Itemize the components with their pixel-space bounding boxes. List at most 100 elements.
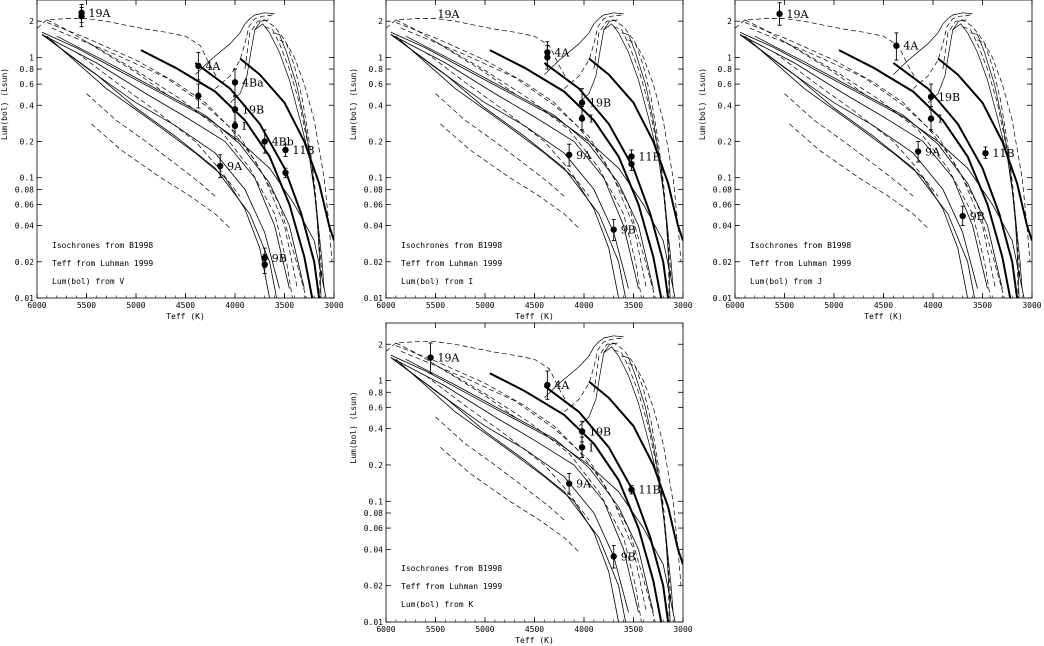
mass-track bbox=[563, 337, 622, 413]
y-tick-label: 2 bbox=[378, 17, 383, 26]
isochrone-dashed bbox=[400, 350, 647, 613]
isochrone-solid bbox=[390, 357, 626, 622]
data-point bbox=[231, 106, 239, 113]
mass-track bbox=[977, 39, 1019, 298]
mass-track bbox=[578, 19, 618, 103]
y-tick-label: 0.4 bbox=[20, 101, 35, 110]
x-axis-title: Teff (K) bbox=[864, 312, 903, 321]
x-tick-label: 3000 bbox=[324, 301, 343, 310]
x-tick-label: 4500 bbox=[525, 625, 544, 634]
x-axis-title: Teff (K) bbox=[166, 312, 205, 321]
isochrone-dashed bbox=[784, 93, 914, 197]
y-tick-label: 0.4 bbox=[718, 101, 733, 110]
y-tick-label: 0.1 bbox=[20, 174, 35, 183]
y-tick-label: 0.1 bbox=[369, 174, 384, 183]
isochrone-dashed bbox=[784, 41, 991, 298]
point-label: 11B bbox=[992, 147, 1014, 160]
data-point bbox=[893, 42, 900, 49]
data-point bbox=[565, 480, 573, 487]
point-label: 19B bbox=[938, 91, 960, 104]
isochrone-solid bbox=[739, 34, 975, 298]
isochrone-solid bbox=[744, 35, 968, 298]
x-tick-label: 5000 bbox=[475, 625, 494, 634]
isochrone-bold bbox=[194, 62, 321, 298]
isochrone-dashed bbox=[395, 22, 656, 298]
point-label: 11B bbox=[639, 484, 661, 497]
point-label: 4Bb bbox=[272, 135, 294, 148]
x-tick-label: 4500 bbox=[874, 301, 893, 310]
data-point bbox=[565, 151, 573, 159]
y-tick-label: 0.4 bbox=[369, 425, 384, 434]
point-label: I bbox=[242, 120, 246, 133]
x-axis-title: Teff (K) bbox=[515, 312, 554, 321]
x-tick-label: 3000 bbox=[673, 301, 692, 310]
isochrone-solid bbox=[41, 34, 290, 289]
plot-frame bbox=[385, 0, 684, 299]
y-tick-label: 0.1 bbox=[369, 497, 384, 506]
isochrone-dashed bbox=[46, 19, 166, 94]
point-label: 9A bbox=[227, 160, 243, 173]
mass-track bbox=[927, 19, 967, 103]
annotation-note: Teff from Luhman 1999 bbox=[401, 259, 502, 268]
isochrone-solid bbox=[390, 34, 629, 289]
isochrone-solid bbox=[395, 359, 619, 622]
mass-track bbox=[279, 39, 321, 298]
y-tick-label: 0.04 bbox=[15, 222, 34, 231]
isochrone-dashed bbox=[440, 447, 580, 553]
isochrone-dashed bbox=[425, 375, 590, 521]
data-point bbox=[195, 62, 202, 70]
x-tick-label: 6000 bbox=[376, 625, 395, 634]
isochrone-dashed bbox=[744, 19, 864, 94]
isochrone-dashed bbox=[440, 123, 580, 229]
x-tick-label: 4000 bbox=[923, 301, 942, 310]
y-tick-label: 0.08 bbox=[364, 509, 383, 518]
mass-track bbox=[593, 342, 682, 586]
model-curves bbox=[386, 12, 683, 298]
y-tick-label: 0.08 bbox=[364, 185, 383, 194]
isochrone-solid bbox=[405, 35, 654, 289]
y-tick-label: 0.01 bbox=[713, 294, 732, 303]
x-tick-label: 4000 bbox=[574, 625, 593, 634]
isochrone-dashed bbox=[435, 41, 642, 298]
data-point bbox=[282, 146, 289, 154]
x-tick-label: 6000 bbox=[725, 301, 744, 310]
isochrone-dashed bbox=[395, 342, 515, 418]
point-label: 9B bbox=[621, 550, 636, 563]
y-axis-title: Lum(bol) (Lsun) bbox=[349, 68, 358, 140]
point-label: 4A bbox=[903, 40, 919, 53]
isochrone-dashed bbox=[400, 27, 647, 289]
y-tick-label: 0.8 bbox=[20, 65, 35, 74]
isochrone-dashed bbox=[435, 416, 565, 521]
isochrone-bold bbox=[489, 372, 663, 622]
plot-frame bbox=[734, 0, 1033, 299]
isochrone-bold bbox=[937, 57, 1032, 241]
data-point bbox=[578, 444, 586, 451]
isochrone-dashed bbox=[744, 22, 1005, 298]
annotation-note: Teff from Luhman 1999 bbox=[750, 259, 851, 268]
y-tick-label: 0.01 bbox=[364, 618, 383, 627]
x-tick-label: 4000 bbox=[574, 301, 593, 310]
isochrone-dashed bbox=[395, 19, 515, 94]
point-label: 4A bbox=[554, 379, 570, 392]
y-tick-label: 0.08 bbox=[713, 185, 732, 194]
isochrone-solid bbox=[395, 35, 619, 298]
mass-track bbox=[244, 19, 333, 262]
isochrone-dashed bbox=[435, 364, 642, 622]
mass-track bbox=[912, 14, 971, 89]
y-tick-label: 0.8 bbox=[369, 388, 384, 397]
birthline-dashed bbox=[386, 18, 570, 83]
point-label: 19A bbox=[787, 8, 810, 21]
y-tick-label: 0.2 bbox=[369, 137, 384, 146]
isochrone-dashed bbox=[774, 52, 939, 197]
isochrone-dashed bbox=[435, 93, 565, 197]
isochrone-solid bbox=[41, 34, 277, 298]
point-label: 19B bbox=[589, 97, 611, 110]
mass-track bbox=[603, 346, 674, 613]
annotation-note: Isochrones from B1998 bbox=[401, 241, 502, 250]
isochrone-bold bbox=[543, 62, 670, 298]
point-label: 4A bbox=[554, 46, 570, 59]
isochrone-dashed bbox=[86, 41, 293, 298]
data-point bbox=[78, 13, 85, 20]
y-tick-label: 0.01 bbox=[15, 294, 34, 303]
mass-track bbox=[544, 12, 624, 75]
